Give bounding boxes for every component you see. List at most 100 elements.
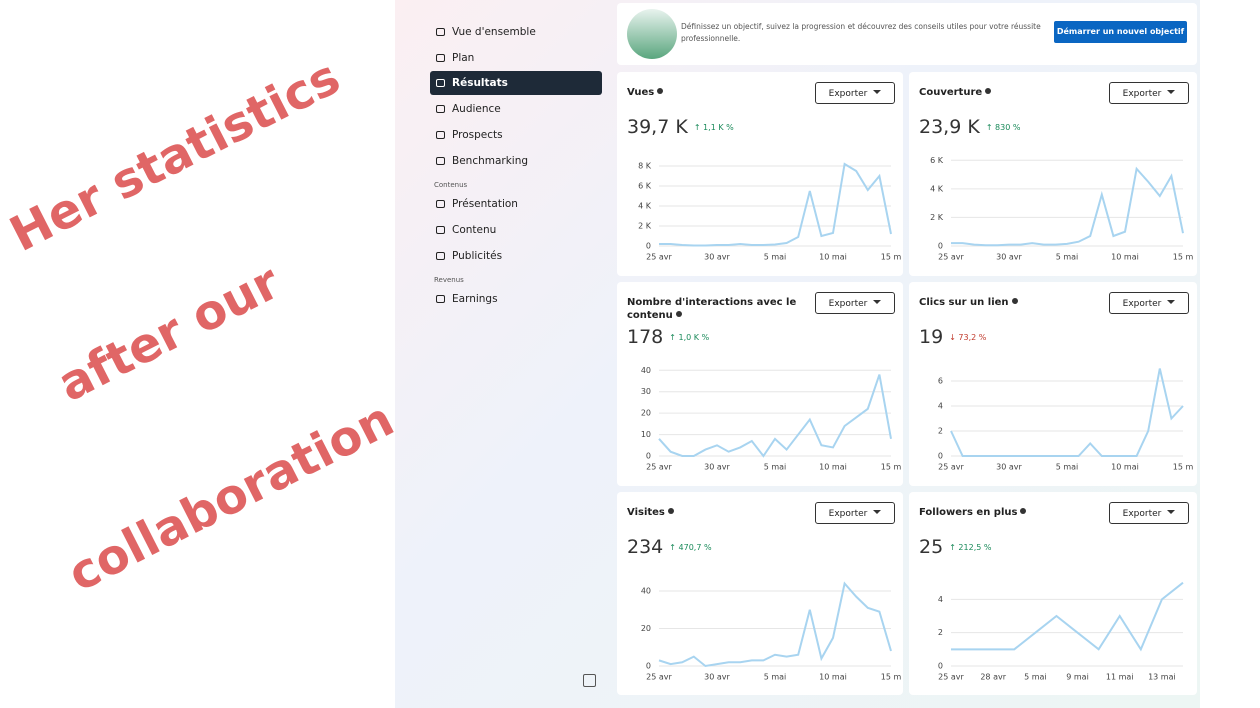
- export-label: Exporter: [1122, 509, 1162, 519]
- card-title: Followers en plus: [919, 506, 1027, 519]
- y-tick-label: 0: [646, 662, 651, 671]
- export-label: Exporter: [1122, 299, 1162, 309]
- nav-icon: [436, 251, 445, 260]
- card-title-text: Nombre d'interactions avec le contenu: [627, 297, 797, 321]
- overlay-text: after our: [49, 254, 289, 413]
- x-tick-label: 30 avr: [996, 253, 1022, 262]
- dropdown-caret: [1167, 510, 1176, 518]
- y-tick-label: 2 K: [930, 213, 944, 222]
- export-button[interactable]: Exporter: [815, 292, 895, 314]
- export-button[interactable]: Exporter: [1109, 292, 1189, 314]
- nav-item[interactable]: Audience: [430, 97, 602, 121]
- metric-card: Clics sur un lien Exporter 19 ↓ 73,2 % 0 2 4 6 2…: [909, 282, 1197, 486]
- dropdown-caret: [1167, 300, 1176, 308]
- y-tick-label: 20: [641, 409, 651, 418]
- nav-item[interactable]: Earnings: [430, 287, 602, 311]
- line-series: [658, 581, 892, 668]
- nav-item[interactable]: Plan: [430, 46, 602, 70]
- y-tick-label: 0: [938, 242, 943, 251]
- export-button[interactable]: Exporter: [815, 82, 895, 104]
- card-title: Visites: [627, 506, 674, 519]
- nav-item[interactable]: Résultats: [430, 71, 602, 96]
- export-button[interactable]: Exporter: [815, 502, 895, 524]
- x-tick-label: 5 mai: [764, 253, 787, 262]
- x-tick-label: 30 avr: [704, 253, 730, 262]
- x-tick-label: 30 avr: [996, 463, 1022, 472]
- export-label: Exporter: [1122, 89, 1162, 99]
- info-icon: [657, 88, 664, 94]
- y-tick-label: 2: [938, 427, 943, 436]
- metric-number: 23,9 K: [919, 116, 980, 138]
- y-tick-label: 20: [641, 624, 651, 633]
- export-label: Exporter: [828, 509, 868, 519]
- metric-value: 23,9 K ↑ 830 %: [919, 116, 1020, 138]
- y-tick-label: 0: [938, 452, 943, 461]
- metric-card: Nombre d'interactions avec le contenu Exp…: [617, 282, 903, 486]
- metric-number: 178: [627, 326, 664, 348]
- export-button[interactable]: Exporter: [1109, 502, 1189, 524]
- y-tick-label: 2: [938, 628, 943, 637]
- line-series: [951, 581, 1184, 652]
- metric-card: Visites Exporter 234 ↑ 470,7 % 0 20 40 25 avr 30…: [617, 492, 903, 695]
- export-button[interactable]: Exporter: [1109, 82, 1189, 104]
- nav-item[interactable]: Contenu: [430, 218, 602, 242]
- metric-number: 234: [627, 536, 664, 558]
- x-tick-label: 15 m: [881, 673, 902, 682]
- x-tick-label: 25 avr: [938, 673, 964, 682]
- x-tick-label: 9 mai: [1066, 673, 1089, 682]
- x-tick-label: 25 avr: [646, 673, 672, 682]
- metric-card: Couverture Exporter 23,9 K ↑ 830 % 0 2 K 4 K 6 …: [909, 72, 1197, 276]
- y-tick-label: 0: [646, 452, 651, 461]
- banner-icon: [627, 9, 677, 59]
- nav-item[interactable]: Présentation: [430, 192, 602, 216]
- nav-label: Audience: [452, 103, 501, 116]
- x-tick-label: 10 mai: [819, 253, 847, 262]
- line-series: [659, 162, 892, 247]
- metric-value: 178 ↑ 1,0 K %: [627, 326, 709, 348]
- y-tick-label: 40: [641, 587, 651, 596]
- y-tick-label: 4: [938, 595, 943, 604]
- nav-item[interactable]: Vue d'ensemble: [430, 20, 602, 44]
- nav-icon: [436, 53, 445, 62]
- nav-label: Benchmarking: [452, 154, 529, 167]
- x-tick-label: 15 m: [1173, 463, 1194, 472]
- metric-value: 39,7 K ↑ 1,1 K %: [627, 116, 734, 138]
- x-tick-label: 15 m: [881, 463, 902, 472]
- collapse-icon[interactable]: [583, 674, 596, 687]
- nav-item[interactable]: Prospects: [430, 123, 602, 147]
- x-tick-label: 10 mai: [819, 463, 847, 472]
- card-title-text: Followers en plus: [919, 507, 1018, 518]
- y-tick-label: 30: [641, 387, 651, 396]
- export-label: Exporter: [828, 89, 868, 99]
- dropdown-caret: [873, 510, 882, 518]
- metric-number: 25: [919, 536, 944, 558]
- nav-icon: [436, 156, 445, 165]
- y-tick-label: 10: [641, 430, 651, 439]
- nav-item[interactable]: Publicités: [430, 244, 602, 268]
- export-label: Exporter: [828, 299, 868, 309]
- info-icon: [985, 88, 992, 94]
- y-tick-label: 0: [646, 242, 651, 251]
- metric-change: ↓ 73,2 %: [949, 333, 987, 342]
- nav-icon: [436, 225, 445, 234]
- nav-item[interactable]: Benchmarking: [430, 149, 602, 173]
- nav-icon: [436, 130, 445, 139]
- y-tick-label: 4: [938, 402, 943, 411]
- x-tick-label: 5 mai: [764, 463, 787, 472]
- metric-card: Followers en plus Exporter 25 ↑ 212,5 % 0 2 4 2…: [909, 492, 1197, 695]
- metric-change: ↑ 212,5 %: [949, 543, 992, 552]
- card-title: Vues: [627, 86, 664, 99]
- x-tick-label: 25 avr: [938, 463, 964, 472]
- card-title-text: Clics sur un lien: [919, 297, 1009, 308]
- nav-icon: [436, 79, 445, 88]
- info-icon: [1020, 508, 1027, 514]
- x-tick-label: 10 mai: [1111, 463, 1139, 472]
- card-title: Clics sur un lien: [919, 296, 1018, 309]
- line-series: [951, 166, 1184, 247]
- x-tick-label: 25 avr: [938, 253, 964, 262]
- banner-button[interactable]: Démarrer un nouvel objectif: [1054, 21, 1187, 43]
- line-series: [950, 368, 1184, 457]
- y-tick-label: 6 K: [638, 182, 652, 191]
- x-tick-label: 15 m: [1173, 253, 1194, 262]
